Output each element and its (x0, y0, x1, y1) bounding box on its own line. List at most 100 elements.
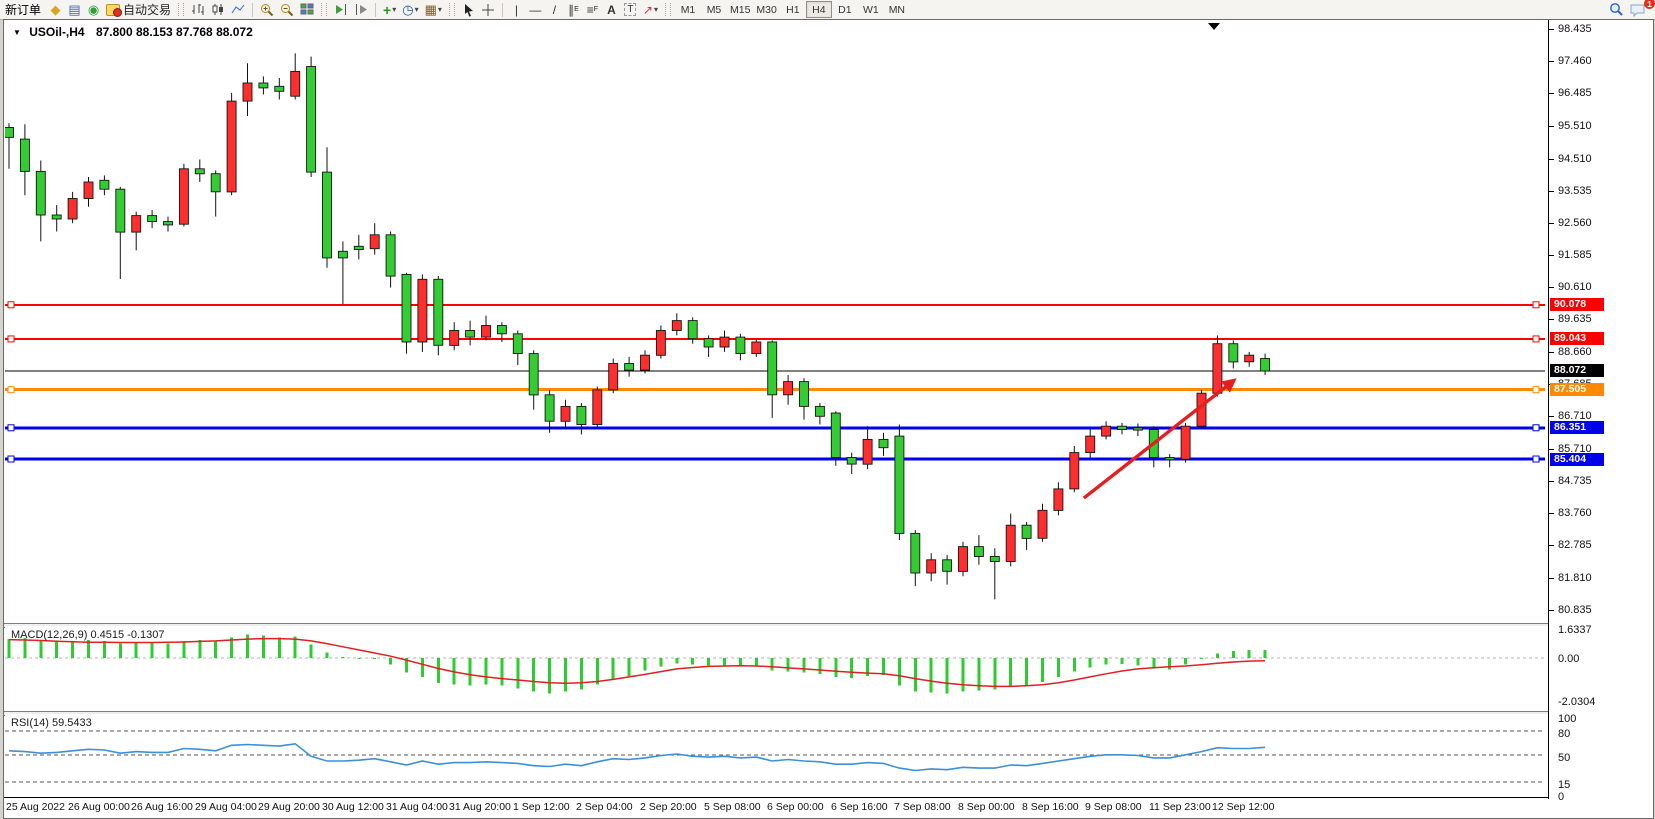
zoom-out-icon[interactable] (277, 1, 297, 18)
cursor-icon[interactable] (459, 1, 478, 18)
vertical-line-icon[interactable]: | (514, 2, 518, 17)
timeframe-m1[interactable]: M1 (680, 3, 696, 16)
time-tick-label: 31 Aug 04:00 (386, 801, 448, 813)
price-tick-label: 86.710 (1558, 410, 1592, 422)
indicators-button[interactable]: + ▾ (380, 1, 399, 18)
main-toolbar: 新订单 ◆ ▤ ◉ 自动交易 + ▾ ◷ ▾ ▦ ▾ | — / ∥ E ≡ F A T … (0, 0, 1655, 20)
price-tick-label: 91.585 (1558, 249, 1592, 261)
rsi-axis-label: 80 (1558, 728, 1571, 740)
macd-axis-label: -2.0304 (1558, 696, 1596, 708)
price-tick-label: 94.510 (1558, 153, 1592, 165)
auto-scroll-icon[interactable] (331, 1, 351, 18)
rsi-pane[interactable] (5, 714, 1548, 797)
autotrading-button[interactable]: 自动交易 (103, 1, 174, 18)
trendline-icon[interactable]: / (552, 2, 557, 17)
price-tick-label: 98.435 (1558, 23, 1592, 35)
price-tick-label: 83.760 (1558, 507, 1592, 519)
time-tick-label: 26 Aug 00:00 (68, 801, 130, 813)
price-tick-label: 97.460 (1558, 55, 1592, 67)
data-feed-icon[interactable]: ◉ (87, 2, 100, 17)
price-tick-label: 80.835 (1558, 604, 1592, 616)
main-chart-pane[interactable] (5, 21, 1548, 623)
text-icon[interactable]: A (607, 2, 616, 17)
timeframe-m5[interactable]: M5 (706, 3, 722, 16)
autotrading-icon (106, 3, 123, 17)
timeframe-group: M1 M5 M15 M30 H1 H4 D1 W1 MN (675, 1, 910, 18)
chart-title: ▼ USOil-,H4 87.800 88.153 87.768 88.072 (13, 25, 253, 39)
price-level-badge: 85.404 (1550, 453, 1604, 466)
price-tick-label: 85.710 (1558, 443, 1592, 455)
price-tick-label: 90.610 (1558, 281, 1592, 293)
time-tick-label: 25 Aug 2022 (6, 801, 65, 813)
horizontal-line-icon[interactable]: — (529, 2, 542, 17)
chevron-down-icon: ▾ (437, 5, 442, 14)
time-tick-label: 26 Aug 16:00 (131, 801, 193, 813)
time-tick-label: 8 Sep 00:00 (958, 801, 1015, 813)
search-icon[interactable] (1606, 1, 1627, 18)
timeframe-w1[interactable]: W1 (862, 3, 879, 16)
macd-label: MACD(12,26,9) 0.4515 -0.1307 (11, 629, 165, 641)
template-button[interactable]: ▦ ▾ (422, 1, 445, 18)
quotes-icon[interactable]: ◆ (50, 2, 61, 17)
line-chart-icon[interactable] (228, 1, 248, 18)
chart-shift-icon[interactable] (351, 1, 371, 18)
time-axis[interactable]: 25 Aug 2022 26 Aug 00:00 26 Aug 16:00 29 Au… (5, 799, 1548, 816)
rsi-label: RSI(14) 59.5433 (11, 717, 92, 729)
new-order-button[interactable]: 新订单 (0, 1, 46, 18)
toolbar-grip (178, 3, 185, 16)
bars-chart-icon[interactable] (188, 1, 208, 18)
time-tick-label: 30 Aug 12:00 (322, 801, 384, 813)
price-level-badge: 88.072 (1550, 364, 1604, 377)
fibonacci-icon[interactable]: ≡ F (586, 2, 599, 17)
timeframe-mn[interactable]: MN (888, 3, 906, 16)
price-level-badge: 87.505 (1550, 383, 1604, 396)
price-tick-label: 95.510 (1558, 120, 1592, 132)
price-tick-label: 81.810 (1558, 572, 1592, 584)
time-tick-label: 5 Sep 08:00 (704, 801, 761, 813)
timeframe-h4[interactable]: H4 (805, 1, 832, 18)
chat-icon[interactable]: 1 (1627, 0, 1655, 18)
timeframe-h1[interactable]: H1 (786, 3, 800, 16)
rsi-axis-label: 100 (1558, 713, 1577, 725)
price-level-badge: 89.043 (1550, 332, 1604, 345)
candlestick-chart-icon[interactable] (208, 1, 228, 18)
time-tick-label: 31 Aug 20:00 (449, 801, 511, 813)
price-tick-label: 84.735 (1558, 475, 1592, 487)
ohlc-values: 87.800 88.153 87.768 88.072 (95, 25, 253, 39)
chart-shift-marker (1208, 23, 1220, 30)
chevron-down-icon: ▾ (414, 5, 419, 14)
arrows-icon[interactable]: ↗ ▾ (642, 2, 658, 17)
timeframe-m30[interactable]: M30 (756, 3, 777, 16)
symbol-period-label: USOil-,H4 (29, 25, 85, 39)
chevron-down-icon: ▾ (653, 5, 658, 14)
price-tick-label: 93.535 (1558, 185, 1592, 197)
macd-axis-label: 1.6337 (1558, 624, 1592, 636)
price-tick-label: 82.785 (1558, 539, 1592, 551)
time-tick-label: 29 Aug 04:00 (195, 801, 257, 813)
price-axis[interactable]: 98.435 97.460 96.485 95.510 94.510 93.535 92.5… (1548, 20, 1653, 803)
template-icon: ▦ (424, 2, 437, 17)
macd-pane[interactable] (5, 626, 1548, 711)
timeframe-m15[interactable]: M15 (729, 3, 751, 16)
price-tick-label: 88.660 (1558, 346, 1592, 358)
equidistant-channel-icon[interactable]: ∥ E (568, 2, 579, 17)
indicators-icon: + (383, 1, 392, 18)
text-label-icon[interactable]: T (621, 1, 640, 18)
collapse-triangle-icon[interactable]: ▼ (13, 28, 21, 37)
periods-button[interactable]: ◷ ▾ (399, 1, 421, 18)
timeframe-d1[interactable]: D1 (838, 3, 852, 16)
price-tick-label: 96.485 (1558, 87, 1592, 99)
chart-window: ▼ USOil-,H4 87.800 88.153 87.768 88.072 … (3, 19, 1654, 819)
crosshair-icon[interactable] (478, 1, 498, 18)
zoom-in-icon[interactable] (257, 1, 277, 18)
time-tick-label: 1 Sep 12:00 (513, 801, 570, 813)
price-tick-label: 89.635 (1558, 313, 1592, 325)
tile-windows-icon[interactable] (297, 1, 317, 18)
time-tick-label: 6 Sep 00:00 (767, 801, 824, 813)
time-tick-label: 6 Sep 16:00 (831, 801, 888, 813)
market-watch-icon[interactable]: ▤ (68, 2, 81, 17)
price-level-badge: 86.351 (1550, 421, 1604, 434)
time-tick-label: 12 Sep 12:00 (1212, 801, 1275, 813)
time-tick-label: 2 Sep 04:00 (576, 801, 633, 813)
rsi-axis-label: 50 (1558, 752, 1571, 764)
